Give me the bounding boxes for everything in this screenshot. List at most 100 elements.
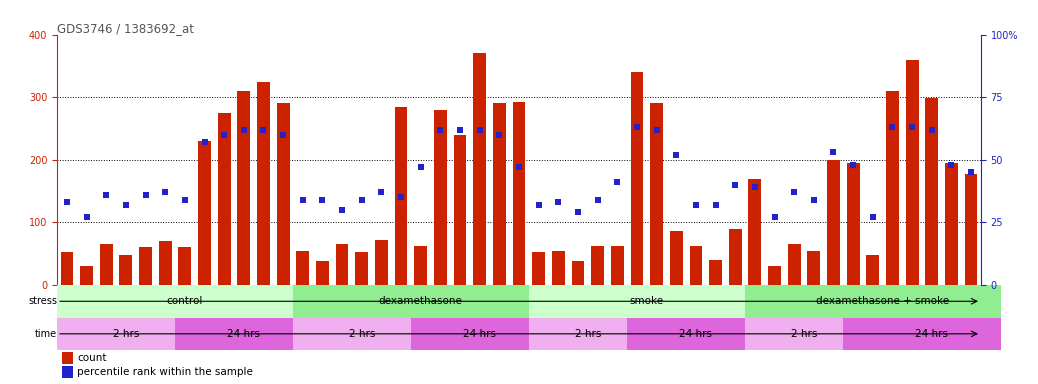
Point <box>884 124 901 130</box>
Text: count: count <box>78 353 107 363</box>
Point <box>609 179 626 185</box>
Bar <box>788 244 800 285</box>
Point <box>137 192 154 198</box>
Bar <box>119 255 132 285</box>
Bar <box>945 163 958 285</box>
Text: smoke: smoke <box>630 296 664 306</box>
Bar <box>650 103 663 285</box>
Text: GDS3746 / 1383692_at: GDS3746 / 1383692_at <box>57 22 194 35</box>
Bar <box>335 244 349 285</box>
Point <box>865 214 881 220</box>
Bar <box>630 72 644 285</box>
Bar <box>198 141 211 285</box>
Point <box>530 202 547 208</box>
Bar <box>513 101 525 285</box>
Bar <box>316 261 329 285</box>
Bar <box>293 285 528 318</box>
Point <box>176 197 193 203</box>
Point <box>727 182 743 188</box>
Point <box>550 199 567 205</box>
Bar <box>257 81 270 285</box>
Bar <box>179 247 191 285</box>
Text: 24 hrs: 24 hrs <box>227 329 261 339</box>
Bar <box>552 251 565 285</box>
Point <box>117 202 134 208</box>
Bar <box>355 252 368 285</box>
Point <box>786 189 802 195</box>
Bar <box>159 241 171 285</box>
Point <box>649 127 665 133</box>
Bar <box>100 244 112 285</box>
Point <box>904 124 921 130</box>
Bar <box>572 261 584 285</box>
Bar <box>729 228 741 285</box>
Text: time: time <box>35 329 57 339</box>
Bar <box>592 246 604 285</box>
Bar <box>886 91 899 285</box>
Point <box>825 149 842 156</box>
Bar <box>293 318 411 350</box>
Bar <box>175 318 293 350</box>
Point <box>392 194 409 200</box>
Point <box>766 214 783 220</box>
Point <box>845 162 862 168</box>
Point <box>963 169 980 175</box>
Bar <box>627 318 745 350</box>
Bar <box>532 252 545 285</box>
Text: dexamethasone + smoke: dexamethasone + smoke <box>816 296 949 306</box>
Bar <box>57 318 175 350</box>
Bar <box>689 245 703 285</box>
Bar <box>843 318 1001 350</box>
Point <box>432 127 448 133</box>
Bar <box>768 266 781 285</box>
Bar <box>745 285 1001 318</box>
Point <box>471 127 488 133</box>
Point <box>373 189 389 195</box>
Point <box>805 197 822 203</box>
Point <box>452 127 468 133</box>
Bar <box>454 135 466 285</box>
Bar <box>528 285 745 318</box>
Bar <box>61 352 73 364</box>
Point <box>491 132 508 138</box>
Bar <box>670 230 683 285</box>
Text: 24 hrs: 24 hrs <box>916 329 949 339</box>
Point <box>412 164 429 170</box>
Bar <box>473 53 486 285</box>
Bar <box>493 103 506 285</box>
Bar <box>238 91 250 285</box>
Bar <box>611 246 624 285</box>
Point <box>629 124 646 130</box>
Text: 24 hrs: 24 hrs <box>680 329 712 339</box>
Bar <box>375 240 388 285</box>
Bar <box>394 107 408 285</box>
Point <box>78 214 94 220</box>
Text: dexamethasone: dexamethasone <box>379 296 463 306</box>
Bar <box>748 179 761 285</box>
Point <box>236 127 252 133</box>
Bar <box>80 266 93 285</box>
Point <box>667 152 684 158</box>
Bar <box>57 285 293 318</box>
Bar <box>411 318 528 350</box>
Point <box>707 202 723 208</box>
Point <box>98 192 114 198</box>
Bar <box>808 251 820 285</box>
Point <box>944 162 960 168</box>
Bar <box>218 113 230 285</box>
Point <box>315 197 331 203</box>
Point <box>58 199 75 205</box>
Bar <box>709 260 722 285</box>
Point <box>511 164 527 170</box>
Text: 2 hrs: 2 hrs <box>575 329 601 339</box>
Point <box>157 189 173 195</box>
Bar <box>139 247 152 285</box>
Bar <box>297 251 309 285</box>
Bar <box>926 98 938 285</box>
Point <box>295 197 311 203</box>
Point <box>255 127 272 133</box>
Bar <box>906 60 919 285</box>
Point <box>570 209 586 215</box>
Bar <box>867 255 879 285</box>
Text: 2 hrs: 2 hrs <box>113 329 139 339</box>
